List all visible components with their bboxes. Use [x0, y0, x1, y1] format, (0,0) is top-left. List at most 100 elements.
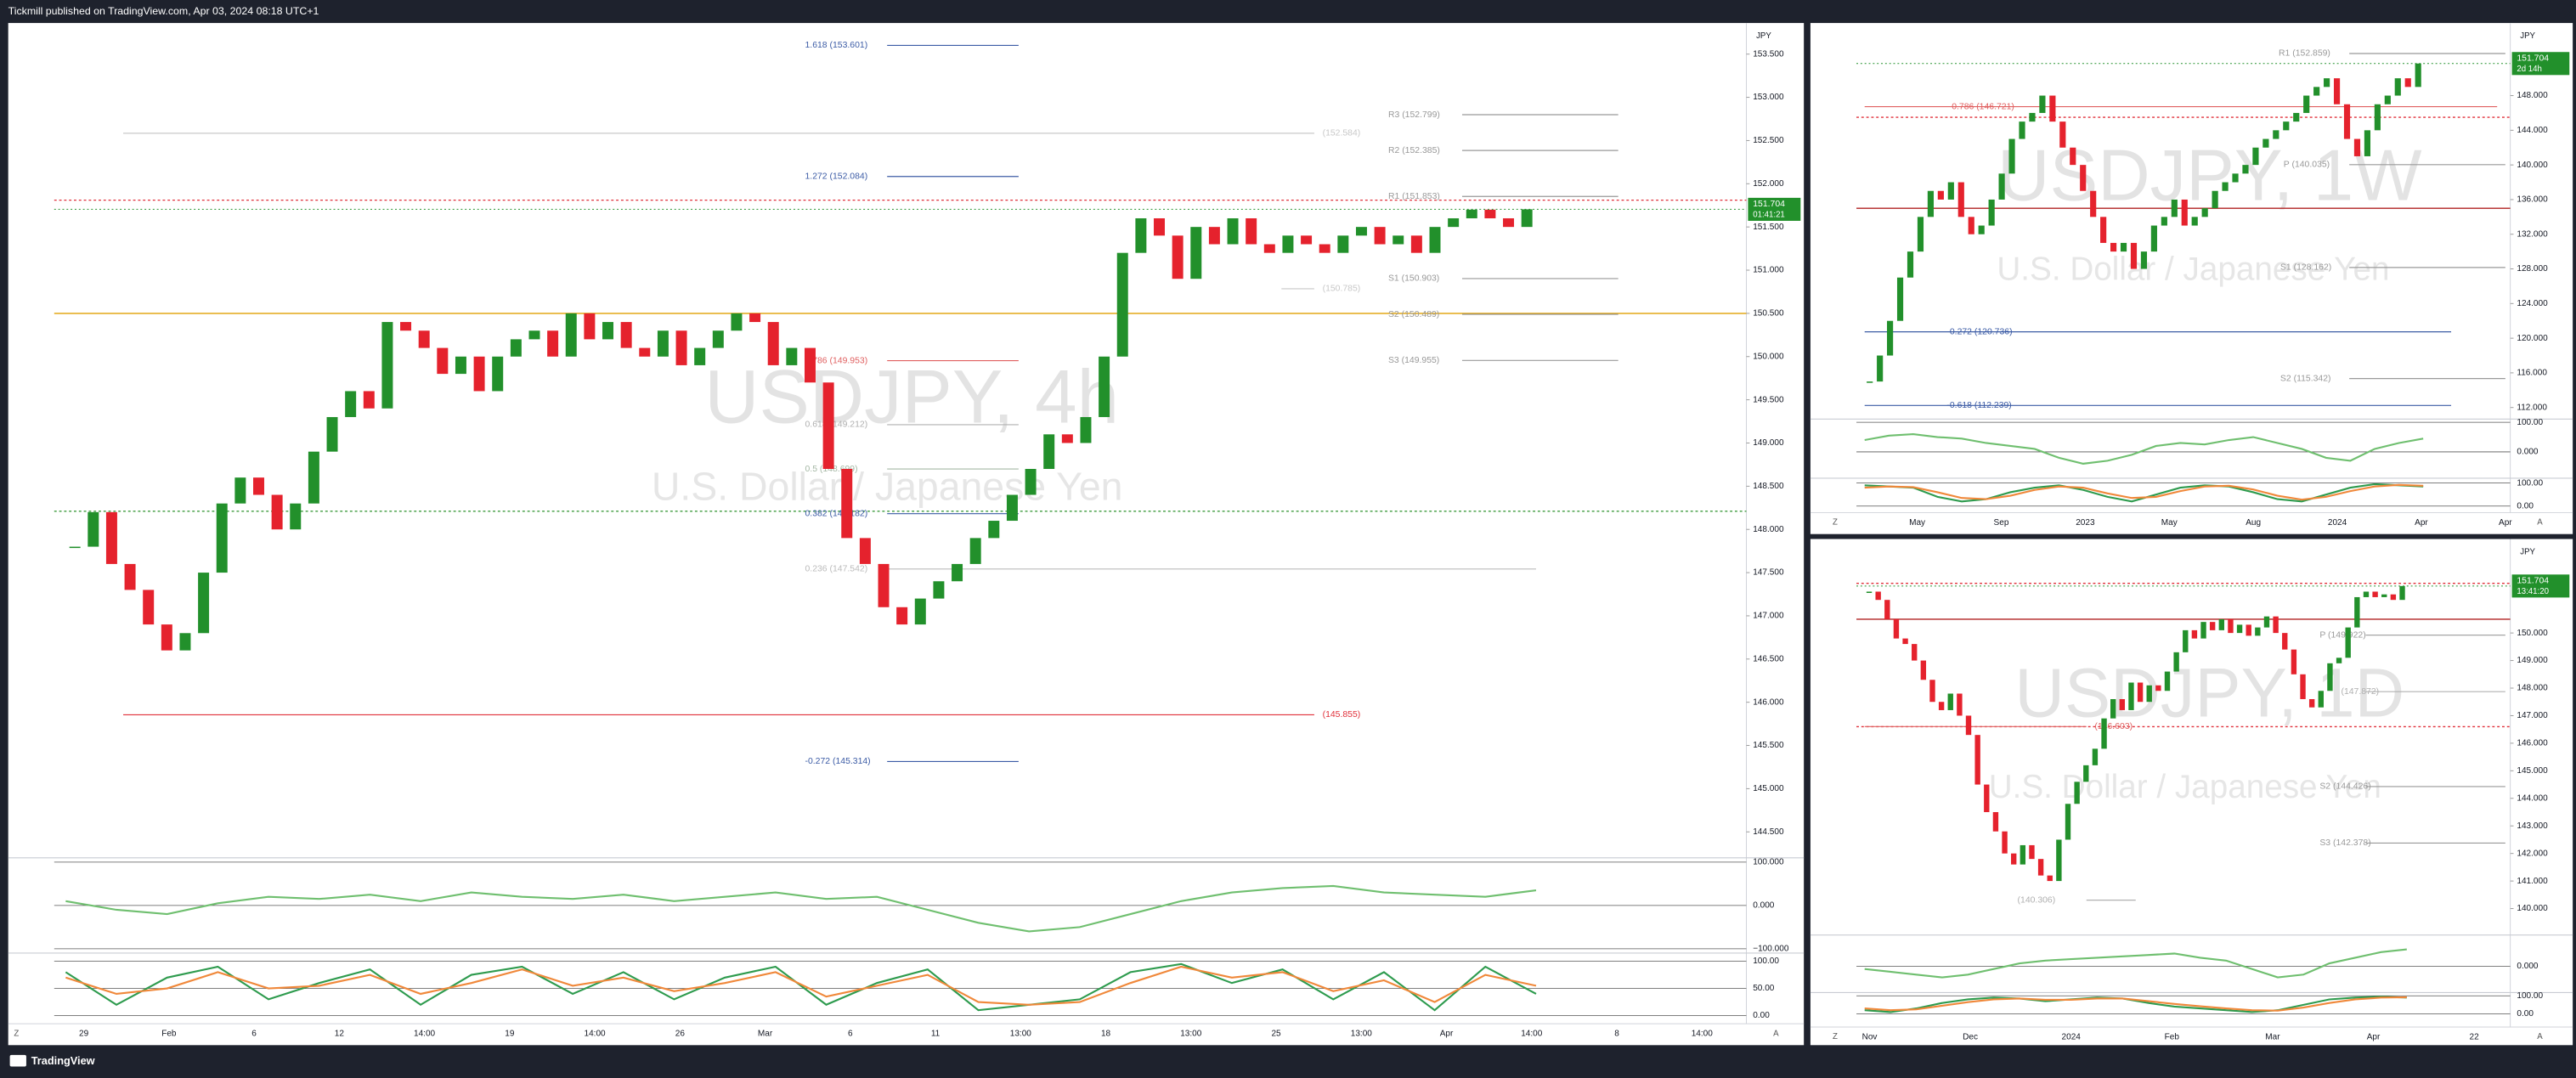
y-tick-label: 112.000 — [2517, 403, 2547, 412]
level-label: 0.5 (148.699) — [805, 465, 857, 474]
candle-up — [2101, 718, 2107, 749]
candle-up — [2273, 130, 2279, 139]
y-tick-label: 142.000 — [2517, 849, 2548, 858]
candle-down — [2002, 831, 2008, 854]
candle-down — [1937, 190, 1944, 200]
y-tick-label: 148.000 — [2517, 684, 2548, 693]
candle-down — [620, 322, 632, 348]
y-tick-label: 147.000 — [1753, 612, 1784, 621]
candle-up — [2171, 199, 2178, 217]
candle-down — [2246, 624, 2251, 636]
candle-down — [1984, 784, 1990, 813]
candle-up — [1043, 434, 1055, 470]
y-tick-label: 149.000 — [2517, 656, 2548, 665]
indicator-tick-label: 0.000 — [2517, 448, 2539, 457]
candle-up — [731, 313, 743, 331]
y-tick-label: 147.500 — [1753, 568, 1784, 578]
candle-down — [2404, 78, 2411, 87]
level-label: (146.603) — [2094, 722, 2133, 731]
candle-up — [345, 391, 357, 417]
y-tick-label: 145.500 — [1753, 741, 1784, 750]
candle-up — [914, 598, 926, 625]
indicator-tick-label: 100.00 — [1753, 957, 1779, 966]
candle-up — [1227, 217, 1239, 245]
y-tick-label: 149.500 — [1753, 395, 1784, 404]
level-label: 1.272 (152.084) — [805, 172, 867, 182]
candle-up — [1907, 251, 1914, 278]
indicator-line — [65, 884, 1537, 933]
candle-up — [2303, 95, 2310, 113]
candle-down — [841, 469, 853, 539]
indicator-tick-label: −100.000 — [1753, 945, 1789, 954]
candle-up — [657, 330, 669, 357]
indicator-line — [1864, 948, 2407, 979]
indicator-tick-label: 50.00 — [1753, 984, 1775, 993]
candle-up — [88, 511, 99, 547]
candle-down — [1263, 244, 1275, 253]
y-tick-label: 144.500 — [1753, 827, 1784, 837]
candle-up — [2399, 585, 2405, 601]
scale-button: A — [1773, 1029, 1779, 1038]
candle-up — [2381, 594, 2387, 597]
footer-brand: TradingView — [31, 1054, 95, 1067]
candle-down — [767, 322, 779, 365]
countdown-label: 13:41:20 — [2517, 587, 2549, 596]
candle-down — [1957, 182, 1964, 217]
y-tick-label: 140.000 — [2517, 904, 2548, 913]
candle-down — [2372, 591, 2378, 597]
level-label: S2 (150.489) — [1388, 310, 1439, 319]
last-price-tag — [2511, 574, 2570, 598]
candle-up — [1947, 693, 1953, 710]
x-tick-label: Mar — [2265, 1032, 2280, 1041]
candle-up — [2415, 63, 2421, 87]
x-tick-label: 12 — [335, 1029, 345, 1038]
level-label: P (149.922) — [2319, 630, 2365, 640]
candle-up — [1896, 277, 1904, 321]
candle-up — [2128, 682, 2134, 710]
x-tick-label: 14:00 — [1692, 1029, 1714, 1038]
indicator-tick-label: 0.000 — [1753, 901, 1775, 911]
candle-up — [2008, 138, 2015, 174]
currency: JPY — [1756, 31, 1771, 41]
candle-down — [2273, 616, 2279, 634]
level-label: R1 (152.859) — [2279, 49, 2330, 59]
y-tick-label: 144.000 — [2517, 793, 2548, 803]
candle-up — [2283, 121, 2290, 131]
currency: JPY — [2520, 31, 2535, 41]
panel-background — [1810, 539, 2573, 1046]
scale-button: A — [2537, 518, 2543, 528]
y-tick-label: 153.000 — [1753, 93, 1784, 102]
x-tick-label: 2024 — [2328, 518, 2347, 528]
level-label: (152.584) — [1323, 129, 1361, 138]
candle-up — [2255, 627, 2261, 636]
candle-up — [1866, 591, 1873, 594]
candle-down — [253, 477, 264, 495]
candle-up — [308, 451, 319, 504]
candle-up — [2200, 622, 2206, 639]
candle-up — [2140, 251, 2148, 269]
candle-down — [2059, 121, 2066, 148]
level-label: 1.618 (153.601) — [805, 41, 867, 50]
candle-up — [1917, 217, 1924, 252]
candle-up — [786, 347, 798, 365]
candle-up — [2201, 208, 2208, 217]
x-tick-label: Apr — [2499, 518, 2512, 528]
watermark-description: U.S. Dollar / Japanese Yen — [652, 465, 1123, 509]
indicator-tick-label: 100.00 — [2517, 478, 2543, 488]
candle-up — [234, 477, 246, 504]
currency: JPY — [2520, 548, 2535, 557]
header: Tickmill published on TradingView.com, A… — [8, 5, 319, 17]
scale-button: Z — [1833, 518, 1838, 528]
candle-up — [2242, 165, 2249, 174]
level-label: 0.786 (149.953) — [805, 356, 867, 365]
x-tick-label: Aug — [2246, 518, 2261, 528]
candle-up — [602, 322, 614, 340]
candle-up — [952, 563, 963, 582]
x-tick-label: 13:00 — [1351, 1029, 1373, 1038]
level-label: S3 (142.378) — [2319, 838, 2370, 848]
level-label: S2 (144.426) — [2319, 782, 2370, 792]
x-tick-label: 14:00 — [585, 1029, 607, 1038]
level-label: -0.272 (120.736) — [1946, 327, 2012, 336]
candle-up — [2374, 104, 2381, 131]
watermark-description: U.S. Dollar / Japanese Yen — [1997, 251, 2389, 287]
